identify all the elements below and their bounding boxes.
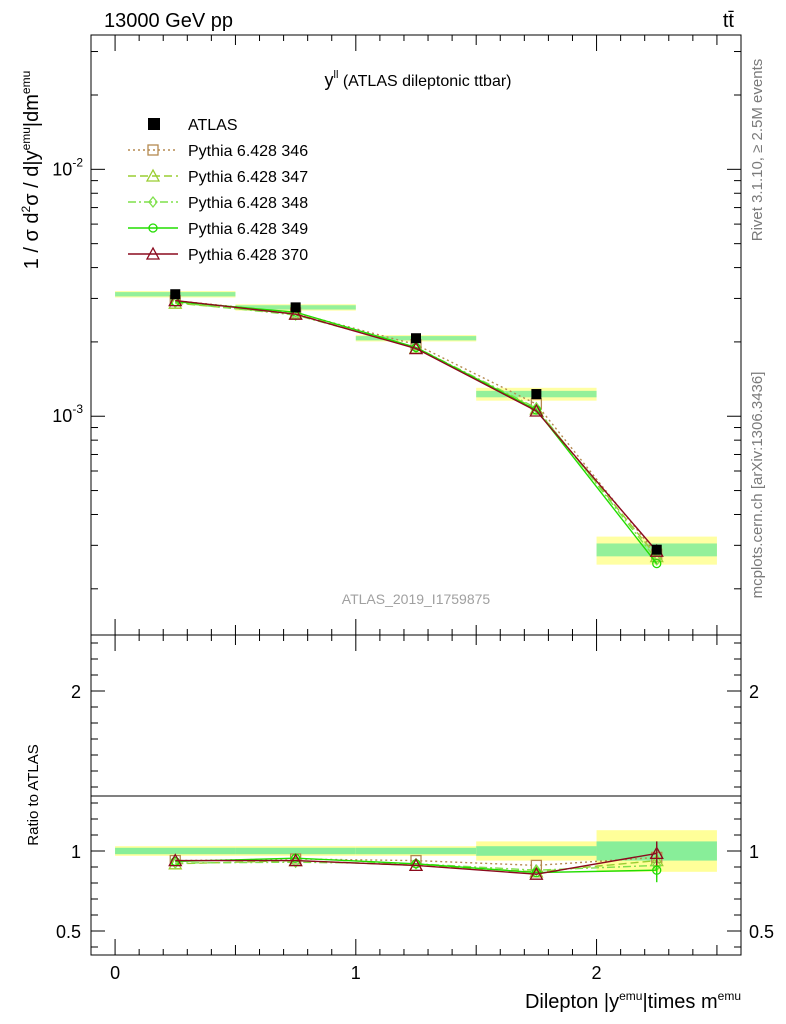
mcplots-label: mcplots.cern.ch [arXiv:1306.3436]	[749, 372, 766, 599]
data-point	[170, 289, 181, 300]
plot-title: yll (ATLAS dileptonic ttbar)	[325, 69, 512, 90]
data-point	[651, 544, 662, 555]
main-series-marker	[168, 293, 183, 307]
ratio-plot: 0.5 0.5 1 1 2 2 0 1 2 Ratio to ATLAS	[25, 634, 774, 983]
rivet-label: Rivet 3.1.10, ≥ 2.5M events	[749, 59, 766, 242]
plot-title-sup: ll	[334, 69, 339, 81]
header-left: 13000 GeV pp	[104, 10, 233, 32]
ratio-frame	[90, 634, 742, 956]
legend-label: Pythia 6.428 349	[188, 221, 308, 238]
ratio-unc-inner	[235, 847, 356, 855]
ratio-y-tick-label: 2	[749, 682, 759, 702]
x-tick-label: 0	[110, 963, 120, 983]
ratio-unc-inner	[115, 847, 236, 855]
y-axis-label: 1 / σ d2σ / d|yemu|dmemu	[19, 71, 43, 270]
main-series-marker	[408, 341, 424, 355]
ratio-series-marker	[530, 859, 543, 872]
main-series-line	[175, 299, 658, 552]
legend-label: Pythia 6.428 346	[188, 143, 308, 160]
main-series-line	[175, 300, 658, 565]
ratio-series-lines	[168, 841, 664, 883]
main-series-marker	[411, 341, 421, 354]
ratio-series-marker	[529, 866, 544, 880]
main-y-ticks: 10-3 10-2	[52, 51, 741, 590]
main-plot: 10-3 10-2 yll (ATLAS dileptonic ttbar) AT…	[19, 34, 742, 636]
data-point	[531, 389, 542, 400]
main-series-marker	[529, 403, 544, 417]
legend-marker	[148, 223, 158, 233]
main-x-ticks	[114, 35, 718, 635]
legend-label: Pythia 6.428 347	[188, 169, 308, 186]
ratio-unc-inner	[355, 847, 477, 855]
ratio-series-marker	[408, 858, 424, 872]
legend-label: Pythia 6.428 348	[188, 195, 308, 212]
main-data-points	[170, 289, 662, 555]
ratio-series-marker	[411, 857, 421, 870]
main-series-marker	[652, 558, 662, 569]
y-tick-label: 10-3	[52, 402, 83, 426]
legend-marker	[147, 144, 159, 156]
main-series-marker	[288, 306, 303, 320]
ratio-x-ticks: 0 1 2	[110, 635, 718, 983]
ratio-y-tick-label: 0.5	[56, 922, 81, 942]
legend-label: Pythia 6.428 370	[188, 247, 308, 264]
x-tick-label: 2	[592, 963, 602, 983]
ratio-series-marker	[168, 853, 183, 867]
ratio-y-tick-label: 0.5	[749, 922, 774, 942]
ratio-y-tick-label: 1	[71, 842, 81, 862]
main-series-marker	[651, 553, 662, 566]
plot-title-main: y	[325, 70, 334, 90]
x-axis-label: Dilepton |yemu|times memu	[525, 989, 741, 1013]
ratio-y-tick-label: 2	[71, 682, 81, 702]
ratio-y-label: Ratio to ATLAS	[25, 744, 42, 845]
x-tick-label: 1	[351, 963, 361, 983]
legend-marker	[145, 246, 161, 260]
ratio-series-line	[175, 857, 657, 874]
ratio-series-marker	[288, 853, 303, 867]
legend-marker-ATLAS	[148, 118, 160, 130]
ratio-series-marker	[531, 864, 542, 877]
header-right: tt̄	[723, 10, 735, 32]
y-tick-label: 10-2	[52, 155, 83, 179]
data-point	[411, 333, 421, 344]
ratio-y-ticks: 0.5 0.5 1 1 2 2	[56, 642, 774, 948]
main-uncertainty-band	[115, 291, 717, 565]
data-point	[290, 302, 301, 313]
analysis-id: ATLAS_2019_I1759875	[342, 591, 491, 607]
legend-label-ATLAS: ATLAS	[188, 117, 238, 134]
ratio-unc-inner	[476, 846, 597, 856]
ratio-y-tick-label: 1	[749, 842, 759, 862]
main-series-marker	[530, 398, 543, 410]
ratio-series-line	[175, 852, 657, 875]
legend-marker	[148, 195, 158, 209]
legend-marker	[145, 168, 161, 182]
plot-title-rest: (ATLAS dileptonic ttbar)	[338, 73, 511, 90]
legend: ATLAS Pythia 6.428 346 Pythia 6.428 347 Pyt…	[128, 117, 308, 264]
